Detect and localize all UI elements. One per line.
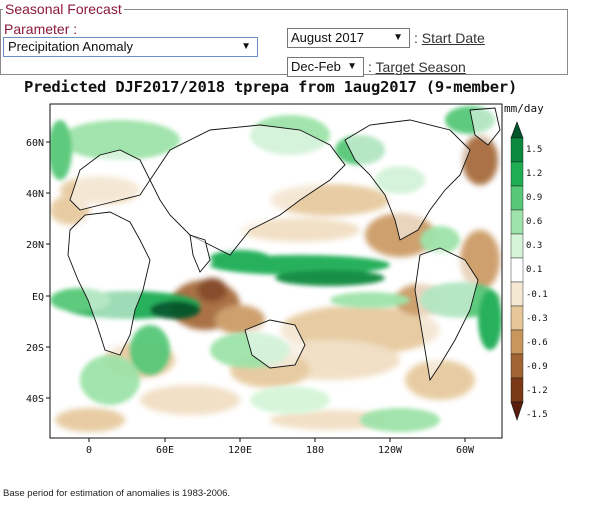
colorbar-label: -0.6 [526, 338, 548, 348]
chevron-down-icon: ▼ [393, 32, 403, 43]
colorbar-cap-bottom [510, 401, 524, 421]
lon-tick-label: 120E [228, 445, 252, 456]
start-date-select-value: August 2017 [291, 30, 365, 45]
colorbar-label: 1.2 [526, 169, 542, 179]
colorbar-swatch [510, 281, 524, 307]
lon-axis [88, 438, 466, 442]
colorbar-label: 0.6 [526, 217, 542, 227]
colorbar-label: 0.3 [526, 241, 542, 251]
colorbar-label: -0.9 [526, 362, 548, 372]
colorbar-label: -0.1 [526, 290, 548, 300]
colorbar-swatch [510, 137, 524, 163]
base-period-note: Base period for estimation of anomalies … [3, 488, 231, 499]
chart-title: Predicted DJF2017/2018 tprepa from 1aug2… [24, 78, 518, 96]
unit-label: mm/day [504, 102, 544, 115]
target-season-label: Target Season [375, 59, 466, 75]
map-frame [49, 103, 503, 439]
fieldset-legend: Seasonal Forecast [3, 1, 124, 17]
parameter-select-value: Precipitation Anomaly [8, 39, 134, 54]
colorbar-swatch [510, 329, 524, 355]
colorbar-swatch [510, 305, 524, 331]
parameter-label: Parameter : [4, 21, 78, 37]
lat-tick-label: 40S [26, 394, 44, 405]
colorbar-label: -0.3 [526, 314, 548, 324]
lat-tick-label: 20S [26, 343, 44, 354]
colorbar-cap-top [510, 121, 524, 139]
colorbar [510, 121, 524, 421]
lon-tick-label: 60E [156, 445, 174, 456]
colorbar-label: 1.5 [526, 145, 542, 155]
target-season-link[interactable]: : Target Season [368, 59, 466, 75]
lat-tick-label: 20N [26, 240, 44, 251]
colorbar-label: 0.1 [526, 265, 542, 275]
colorbar-swatch [510, 185, 524, 211]
lon-tick-label: 180 [306, 445, 324, 456]
lon-tick-label: 120W [378, 445, 403, 456]
start-date-select[interactable]: August 2017 ▼ [287, 28, 410, 48]
lon-tick-label: 0 [86, 445, 92, 456]
lat-tick-label: EQ [32, 292, 44, 303]
colorbar-swatch [510, 233, 524, 259]
lat-tick-label: 40N [26, 189, 44, 200]
anomaly-field [50, 106, 502, 432]
lat-tick-label: 60N [26, 138, 44, 149]
target-season-select[interactable]: Dec-Feb ▼ [287, 57, 364, 77]
parameter-select[interactable]: Precipitation Anomaly ▼ [3, 37, 258, 57]
start-date-label: Start Date [421, 30, 485, 46]
colorbar-label: -1.2 [526, 386, 548, 396]
lat-axis [46, 141, 50, 399]
colorbar-swatch [510, 161, 524, 187]
colorbar-label: 0.9 [526, 193, 542, 203]
colorbar-label: -1.5 [526, 410, 548, 420]
colorbar-swatch [510, 209, 524, 235]
colorbar-swatch [510, 257, 524, 283]
target-season-select-value: Dec-Feb [291, 59, 341, 74]
chevron-down-icon: ▼ [241, 41, 251, 52]
colorbar-swatch [510, 353, 524, 379]
lon-tick-label: 60W [456, 445, 475, 456]
seasonal-forecast-fieldset [0, 9, 568, 75]
chevron-down-icon: ▼ [347, 61, 357, 72]
start-date-link[interactable]: : Start Date [414, 30, 485, 46]
colorbar-swatch [510, 377, 524, 403]
continent-outlines [67, 107, 501, 382]
